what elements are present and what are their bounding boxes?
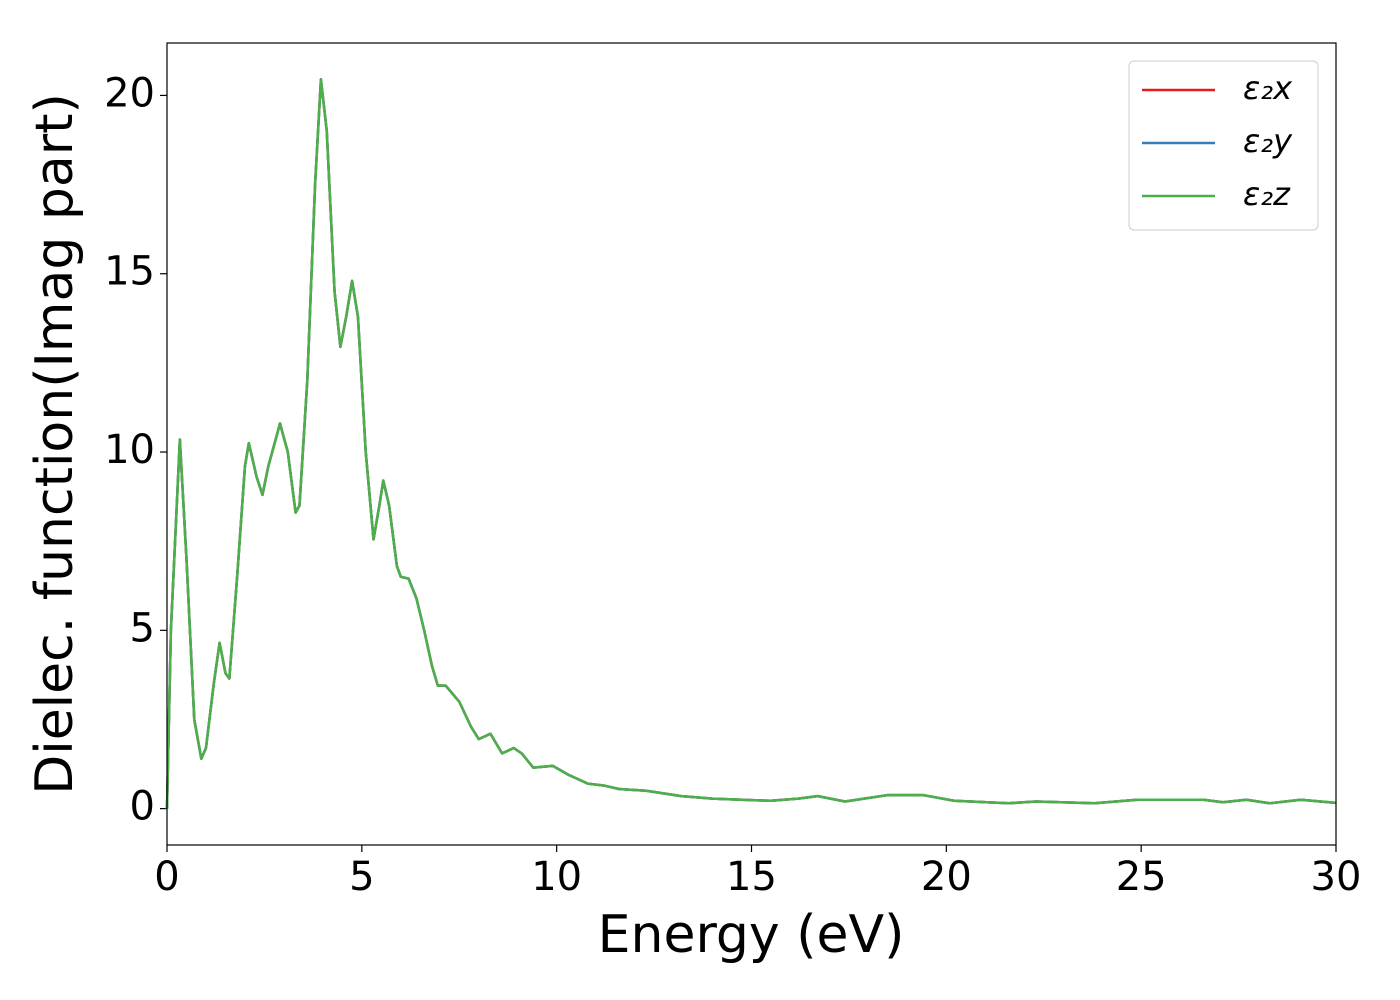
data-line [165, 78, 1337, 809]
x-tick-label: 10 [531, 854, 582, 900]
y-tick-label: 0 [130, 784, 155, 830]
x-tick-label: 25 [1116, 854, 1167, 900]
legend-label: ε₂y [1243, 122, 1293, 160]
x-tick-label: 0 [154, 854, 179, 900]
y-axis-label: Dielec. function(Imag part) [25, 93, 85, 795]
y-tick-label: 5 [130, 605, 155, 651]
x-tick-label: 15 [726, 854, 777, 900]
x-tick-label: 30 [1311, 854, 1362, 900]
legend-label: ε₂z [1243, 175, 1291, 213]
x-tick-label: 20 [921, 854, 972, 900]
legend-label: ε₂x [1243, 69, 1293, 107]
y-tick-label: 10 [104, 427, 155, 473]
y-tick-label: 15 [104, 249, 155, 295]
x-tick-label: 5 [349, 854, 374, 900]
legend-box [1128, 60, 1319, 231]
x-axis-label: Energy (eV) [598, 905, 905, 965]
y-tick-label: 20 [104, 70, 155, 116]
plot-frame [166, 42, 1337, 846]
